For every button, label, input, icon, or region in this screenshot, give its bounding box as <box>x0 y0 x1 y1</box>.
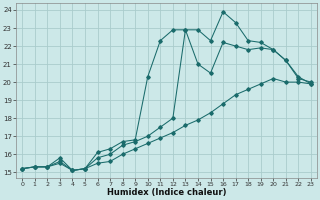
X-axis label: Humidex (Indice chaleur): Humidex (Indice chaleur) <box>107 188 226 197</box>
